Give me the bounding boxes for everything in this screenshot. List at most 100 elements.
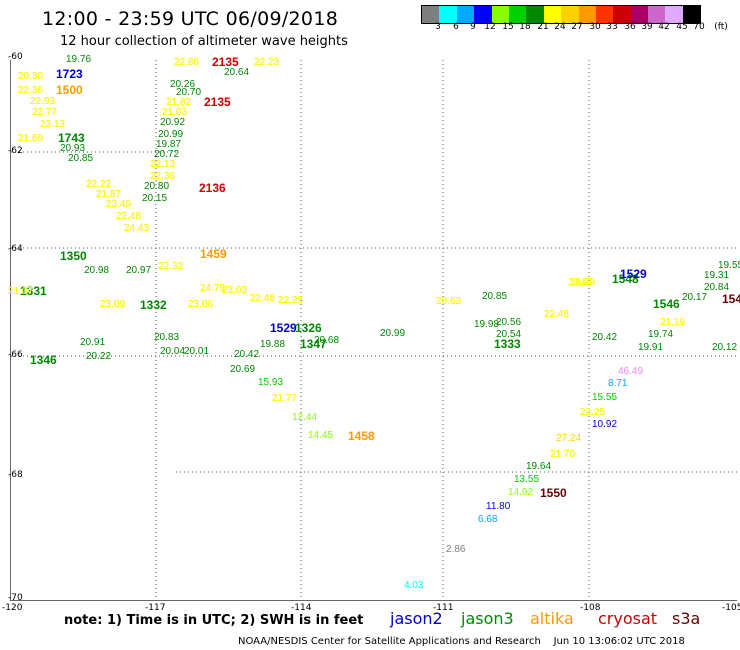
color-swatch [422,6,440,23]
pass-time-label: 1347 [300,337,327,351]
wave-height-label: 19.74 [648,329,674,340]
color-swatch [543,6,562,23]
wave-height-label: 24.43 [124,223,150,234]
color-swatch [578,6,596,23]
wave-height-label: 22.86 [174,57,200,68]
wave-height-label: 24.79 [200,283,226,294]
pass-time-label: 1331 [20,284,47,298]
wave-height-label: 22.32 [158,261,184,272]
color-swatch [561,6,579,23]
pass-time-label: 2136 [199,181,226,195]
wave-height-label: 22.93 [30,96,56,107]
color-tick-label: 36 [624,22,636,32]
footer-credit: NOAA/NESDIS Center for Satellite Applica… [238,636,685,647]
pass-time-label: 1458 [348,429,375,443]
longitude-label: -114 [291,603,312,613]
color-swatch [456,6,475,23]
pass-time-label: 1333 [494,337,521,351]
color-tick-label: 24 [554,22,566,32]
wave-height-label: 19.64 [526,461,552,472]
pass-time-label: 2135 [204,95,231,109]
wave-height-label: 20.01 [184,346,210,357]
wave-height-label: 19.31 [704,270,730,281]
wave-height-label: 21.70 [550,449,576,460]
wave-height-label: 22.36 [18,85,44,96]
wave-height-label: 19.89 [570,277,596,288]
color-tick-label: 12 [484,22,496,32]
color-tick-label: 27 [571,22,583,32]
color-swatch [682,6,701,23]
wave-height-label: 20.93 [60,143,86,154]
wave-height-label: 22.77 [32,107,58,118]
wave-height-label: 27.24 [556,433,582,444]
pass-time-label: 2135 [212,55,239,69]
color-swatch [613,6,631,23]
page-subtitle: 12 hour collection of altimeter wave hei… [60,34,348,49]
color-tick-label: 9 [470,22,476,32]
color-tick-label: 70 [693,22,705,32]
wave-height-label: 19.87 [156,139,182,150]
legend-entry-jason3: jason3 [461,609,514,628]
wave-height-label: 19.61 [568,277,594,288]
pass-time-label: 1546 [653,297,680,311]
wave-height-label: 13.55 [514,474,540,485]
wave-height-label: 20.04 [160,346,186,357]
wave-height-label: 21.69 [18,133,44,144]
longitude-label: -108 [580,603,601,613]
wave-height-label: 20.80 [144,181,170,192]
wave-height-label: 20.72 [154,149,180,160]
wave-height-label: 20.99 [380,328,406,339]
legend-entry-altika: altika [530,609,574,628]
latitude-label: -60 [8,52,23,62]
wave-height-label: 20.98 [84,265,110,276]
wave-height-label: 22.48 [250,293,276,304]
wave-height-label: 14.45 [308,430,334,441]
wave-height-label: 6.68 [478,514,498,525]
color-swatch [474,6,492,23]
longitude-label: -117 [145,603,166,613]
wave-height-label: 19.91 [638,342,664,353]
pass-time-label: 1332 [140,298,167,312]
wave-height-label: 23.09 [100,299,126,310]
wave-height-label: 22.13 [150,159,176,170]
wave-height-label: 21.82 [166,97,192,108]
wave-height-label: 20.15 [142,193,168,204]
color-scale-bar [421,5,702,24]
wave-height-label: 19.55 [718,260,740,271]
wave-height-label: 23.06 [188,299,214,310]
pass-time-label: 1549 [722,292,740,306]
wave-height-label: 8.71 [608,378,628,389]
wave-height-label: 20.63 [436,296,462,307]
wave-height-label: 20.99 [158,129,184,140]
color-tick-label: 15 [502,22,514,32]
color-scale-labels: 3 6 9 12 15 18 21 24 27 30 33 36 39 42 45 70 (ft) [421,22,740,36]
wave-height-label: 22.23 [254,57,280,68]
color-swatch [491,6,509,23]
wave-height-label: 20.91 [80,337,106,348]
map-frame [10,60,737,601]
pass-time-label: 1500 [56,83,83,97]
wave-height-label: 19.88 [260,339,286,350]
pass-time-label: 1459 [200,247,227,261]
wave-height-label: 22.36 [150,171,176,182]
wave-height-label: 20.92 [160,117,186,128]
wave-height-label: 20.69 [230,364,256,375]
color-tick-label: 3 [435,22,441,32]
color-tick-label: 6 [453,22,459,32]
wave-height-label: 23.13 [40,119,66,130]
wave-height-label: 19.98 [474,319,500,330]
wave-height-label: 15.93 [258,377,284,388]
pass-time-label: 1326 [295,321,322,335]
color-unit-label: (ft) [714,22,728,32]
wave-height-label: 20.84 [704,282,730,293]
pass-time-label: 1743 [58,131,85,145]
color-swatch [665,6,683,23]
map-note: note: 1) Time is in UTC; 2) SWH is in fe… [64,613,364,628]
wave-height-label: 20.22 [86,351,112,362]
wave-height-label: 46.49 [618,366,644,377]
wave-height-label: 22.25 [580,407,606,418]
track-lines [11,60,737,600]
wave-height-label: 22.25 [278,295,304,306]
legend-entry-jason2: jason2 [390,609,443,628]
